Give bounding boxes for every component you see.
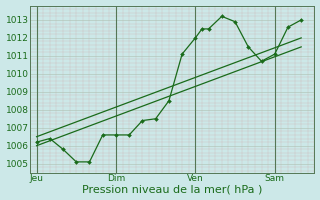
- X-axis label: Pression niveau de la mer( hPa ): Pression niveau de la mer( hPa ): [82, 184, 262, 194]
